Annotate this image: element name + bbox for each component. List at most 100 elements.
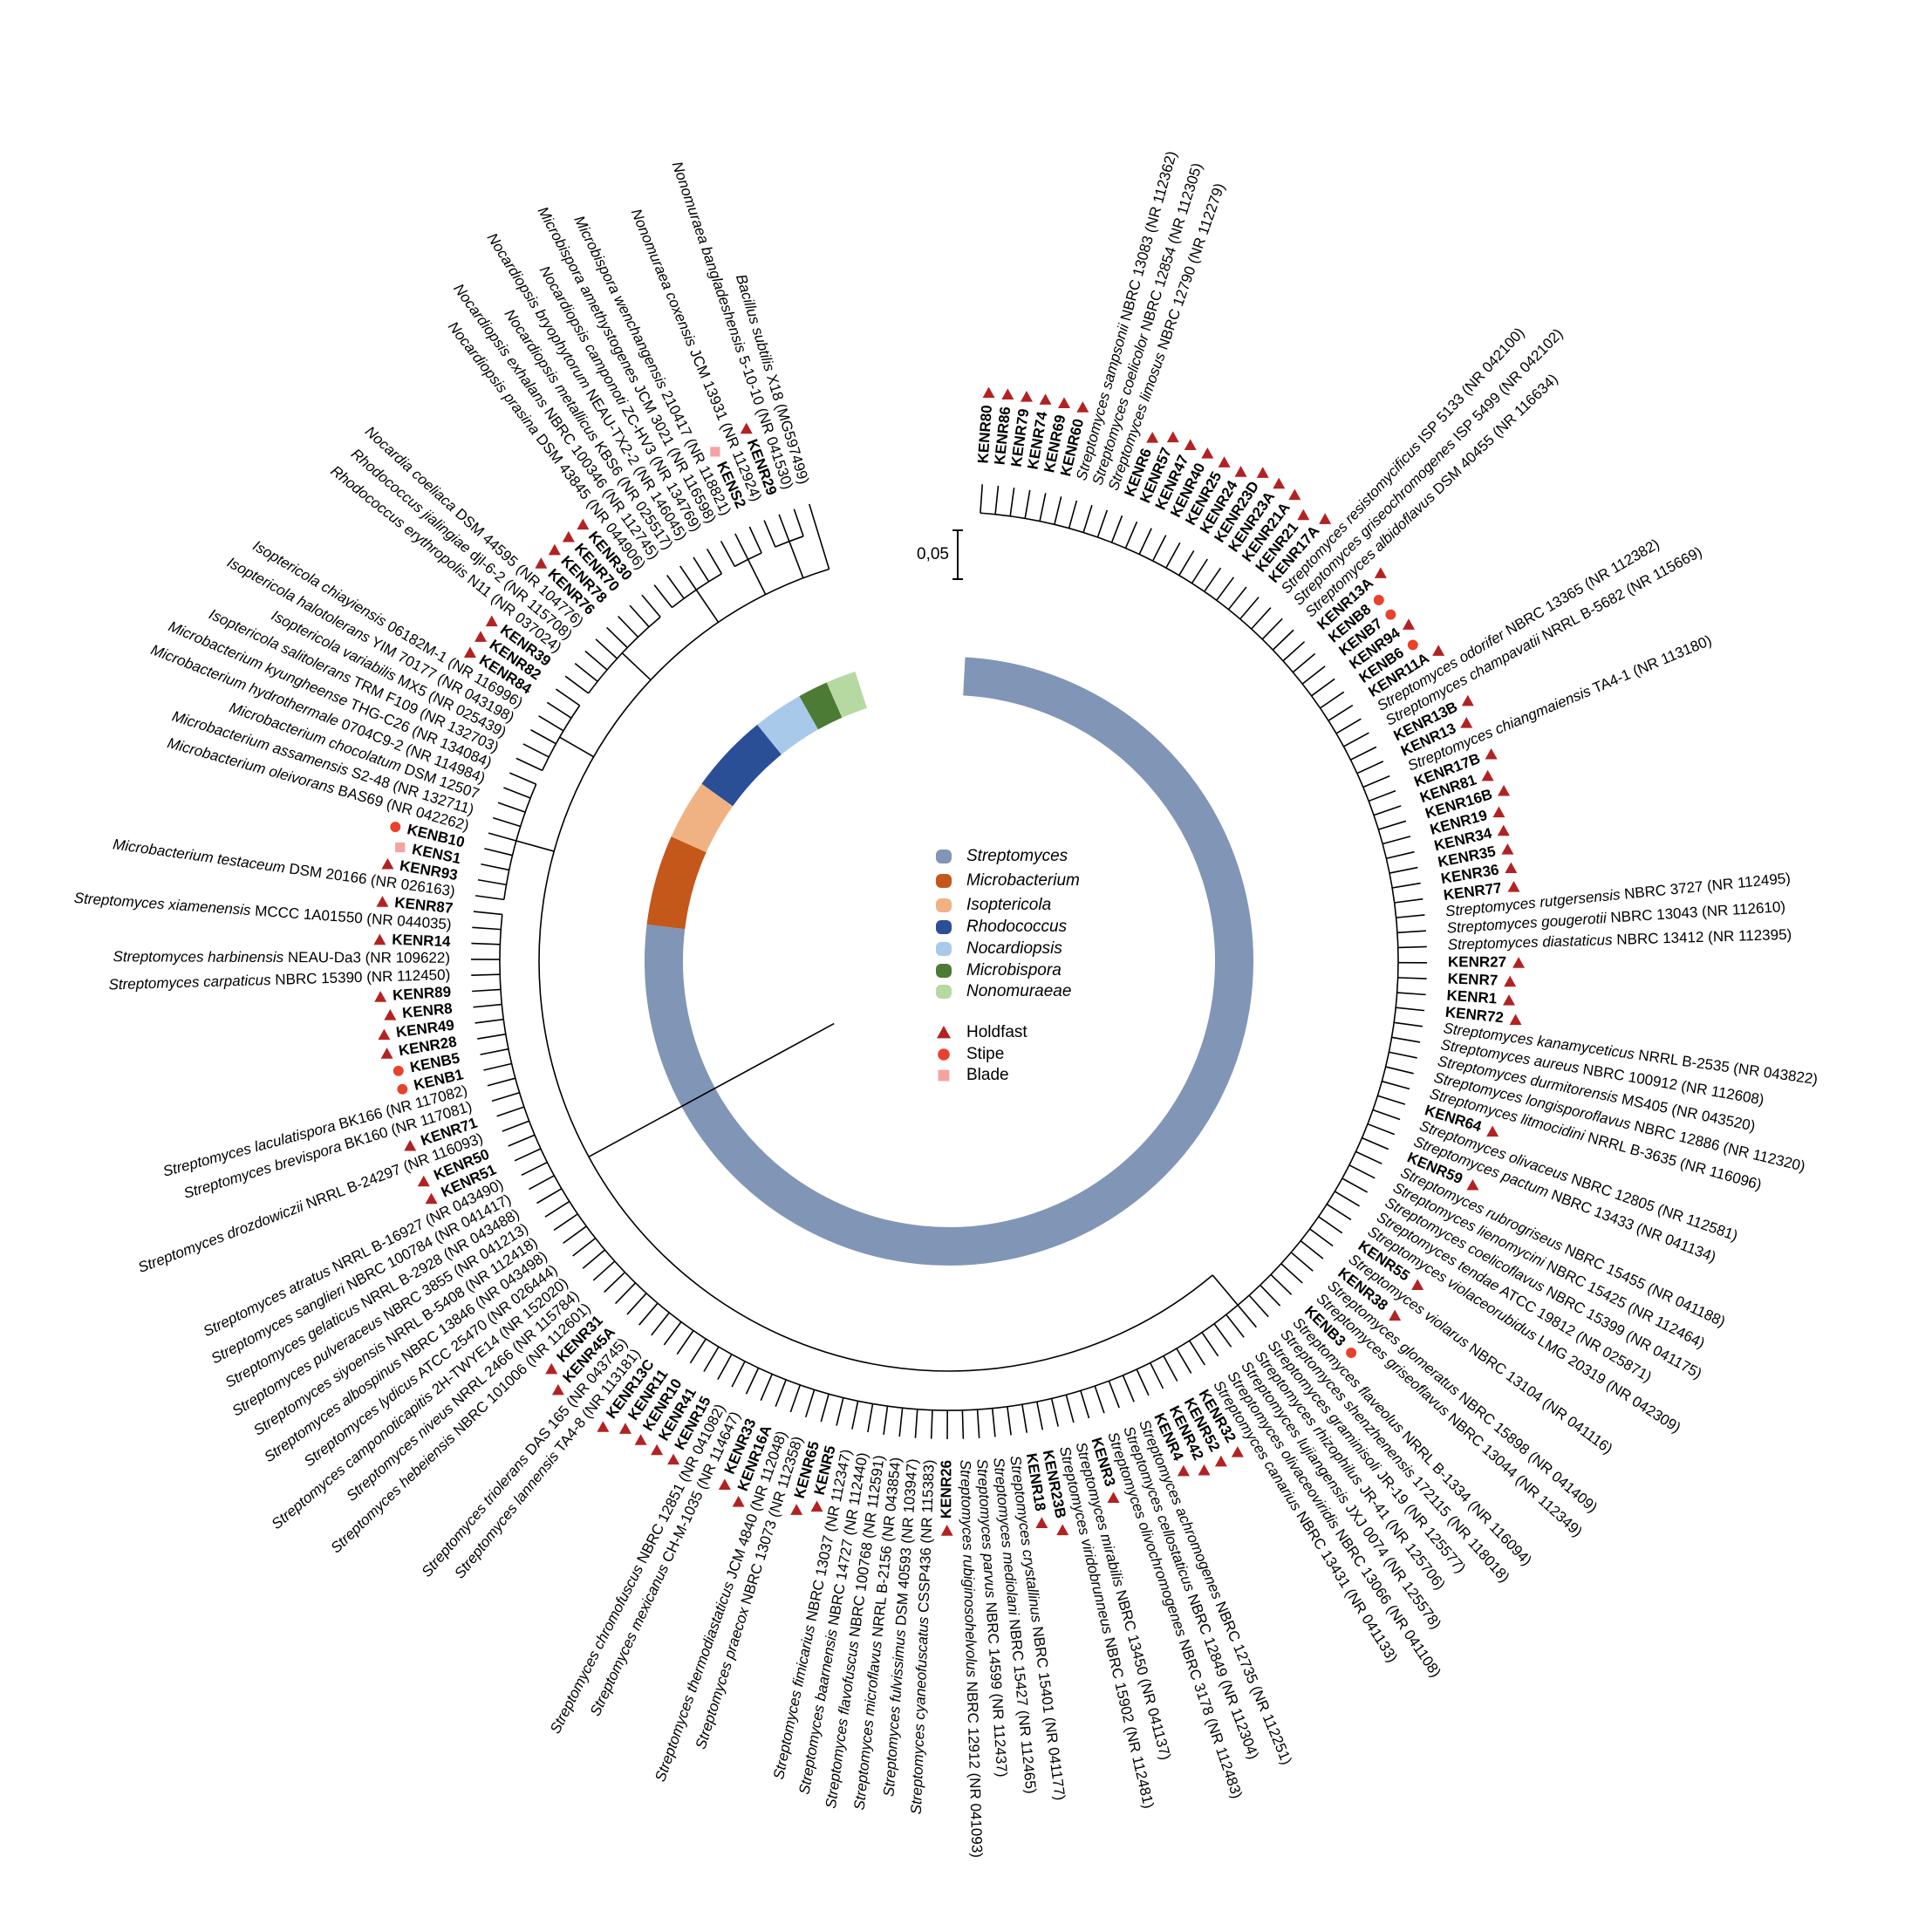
legend-label: Holdfast <box>966 1023 1027 1041</box>
leaf-branch <box>471 942 501 945</box>
leaf-branch <box>572 1238 597 1257</box>
legend-marker <box>938 1069 950 1082</box>
leaf-branch <box>555 688 581 706</box>
source-marker <box>1505 862 1518 874</box>
leaf-branch <box>980 484 984 514</box>
legend-label: Microbispora <box>966 961 1062 979</box>
leaf-branch <box>481 863 509 871</box>
source-marker <box>810 1500 823 1512</box>
leaf-branch <box>994 485 1000 515</box>
source-marker <box>577 518 590 530</box>
source-marker <box>1509 1014 1522 1026</box>
leaf-branch <box>1068 500 1078 529</box>
legend-label: Rhodococcus <box>966 918 1068 936</box>
leaf-branch <box>497 802 526 813</box>
leaf-label: Streptomyces harbinensis NEAU-Da3 (NR 10… <box>113 949 451 966</box>
legend-label: Nocardiopsis <box>966 939 1062 958</box>
leaf-branch <box>1341 1177 1369 1193</box>
leaf-branch <box>1082 504 1093 533</box>
leaf-label: KENR80 <box>974 405 995 464</box>
leaf-branch <box>1326 1203 1352 1221</box>
leaf-branch <box>793 508 804 537</box>
leaf-branch <box>1124 521 1138 549</box>
legend-swatch <box>936 898 952 912</box>
source-marker <box>740 422 753 434</box>
leaf-branch <box>493 816 521 828</box>
leaf-branch <box>1348 1164 1376 1179</box>
leaf-branch <box>491 1091 520 1102</box>
source-marker <box>1504 975 1517 987</box>
source-marker <box>1497 824 1510 836</box>
leaf-branch <box>1007 1406 1012 1436</box>
clade-ring-segment <box>757 696 819 755</box>
leaf-branch <box>487 1077 515 1087</box>
leaf-branch <box>474 1018 504 1024</box>
source-marker <box>1486 1125 1499 1137</box>
leaf-label: Streptomyces cellostaticus NBRC 12849 (N… <box>1120 1424 1262 1762</box>
source-marker <box>1056 1524 1069 1536</box>
leaf-branch <box>883 1406 889 1435</box>
source-marker <box>940 1525 953 1536</box>
leaf-branch <box>544 1200 570 1218</box>
source-marker <box>732 1496 745 1507</box>
leaf-branch <box>778 514 790 542</box>
leaf-branch <box>1290 1252 1314 1272</box>
leaf-branch <box>1362 775 1390 788</box>
leaf-branch <box>1108 1380 1120 1409</box>
leaf-branch <box>592 1260 616 1281</box>
source-marker <box>1076 401 1089 413</box>
source-marker <box>1273 477 1286 489</box>
leaf-branch <box>851 1401 859 1430</box>
legend-label: Microbacterium <box>966 871 1080 890</box>
source-marker <box>1256 467 1269 478</box>
source-marker <box>1460 716 1473 728</box>
leaf-branch <box>1389 1051 1417 1059</box>
leaf-branch <box>484 848 513 857</box>
leaf-branch <box>789 1384 802 1413</box>
leaf-branch <box>475 895 504 901</box>
source-marker <box>1492 806 1505 818</box>
leaf-label: KENR7 <box>1447 970 1498 988</box>
source-marker <box>380 1048 393 1059</box>
leaf-branch <box>477 1033 506 1040</box>
clade-ring <box>645 657 1253 1266</box>
leaf-branch <box>898 1408 904 1437</box>
leaf-branch <box>503 787 531 799</box>
source-marker <box>1385 609 1396 620</box>
source-marker <box>463 646 476 659</box>
source-marker <box>1512 957 1526 968</box>
leaf-branch <box>748 526 762 554</box>
clade-ring-segment <box>826 672 868 718</box>
leaf-branch <box>536 1188 563 1205</box>
source-marker <box>1214 1455 1227 1467</box>
leaf-branch <box>717 1354 733 1380</box>
leaf-branch <box>1301 665 1326 685</box>
source-marker <box>1407 639 1418 651</box>
leaf-branch <box>1382 1080 1410 1090</box>
leaf-branch <box>606 626 628 649</box>
leaf-label: KENR26 <box>938 1460 954 1519</box>
leaf-branch <box>976 1409 980 1438</box>
leaf-label: KENR27 <box>1448 953 1506 970</box>
source-marker <box>667 1453 680 1465</box>
leaf-branch <box>546 701 572 719</box>
source-marker <box>982 386 995 399</box>
leaf-branch <box>1391 882 1421 889</box>
leaf-label: KENR1 <box>1446 987 1498 1007</box>
source-marker <box>651 1443 664 1456</box>
scale-bar-label: 0,05 <box>917 545 949 563</box>
leaf-branch <box>651 1312 670 1336</box>
source-marker <box>1389 1309 1402 1321</box>
source-marker <box>1218 456 1231 468</box>
leaf-branch <box>1396 992 1426 996</box>
leaf-branch <box>1122 1375 1135 1403</box>
source-marker <box>378 1028 391 1041</box>
source-marker <box>1319 513 1332 524</box>
leaf-branch <box>564 675 590 694</box>
legend-swatch <box>936 964 952 978</box>
source-marker <box>1373 595 1384 605</box>
leaf-branch <box>1382 836 1411 845</box>
leaf-branch <box>1036 1401 1044 1430</box>
leaf-branch <box>689 1338 707 1364</box>
leaf-branch <box>820 1393 829 1423</box>
